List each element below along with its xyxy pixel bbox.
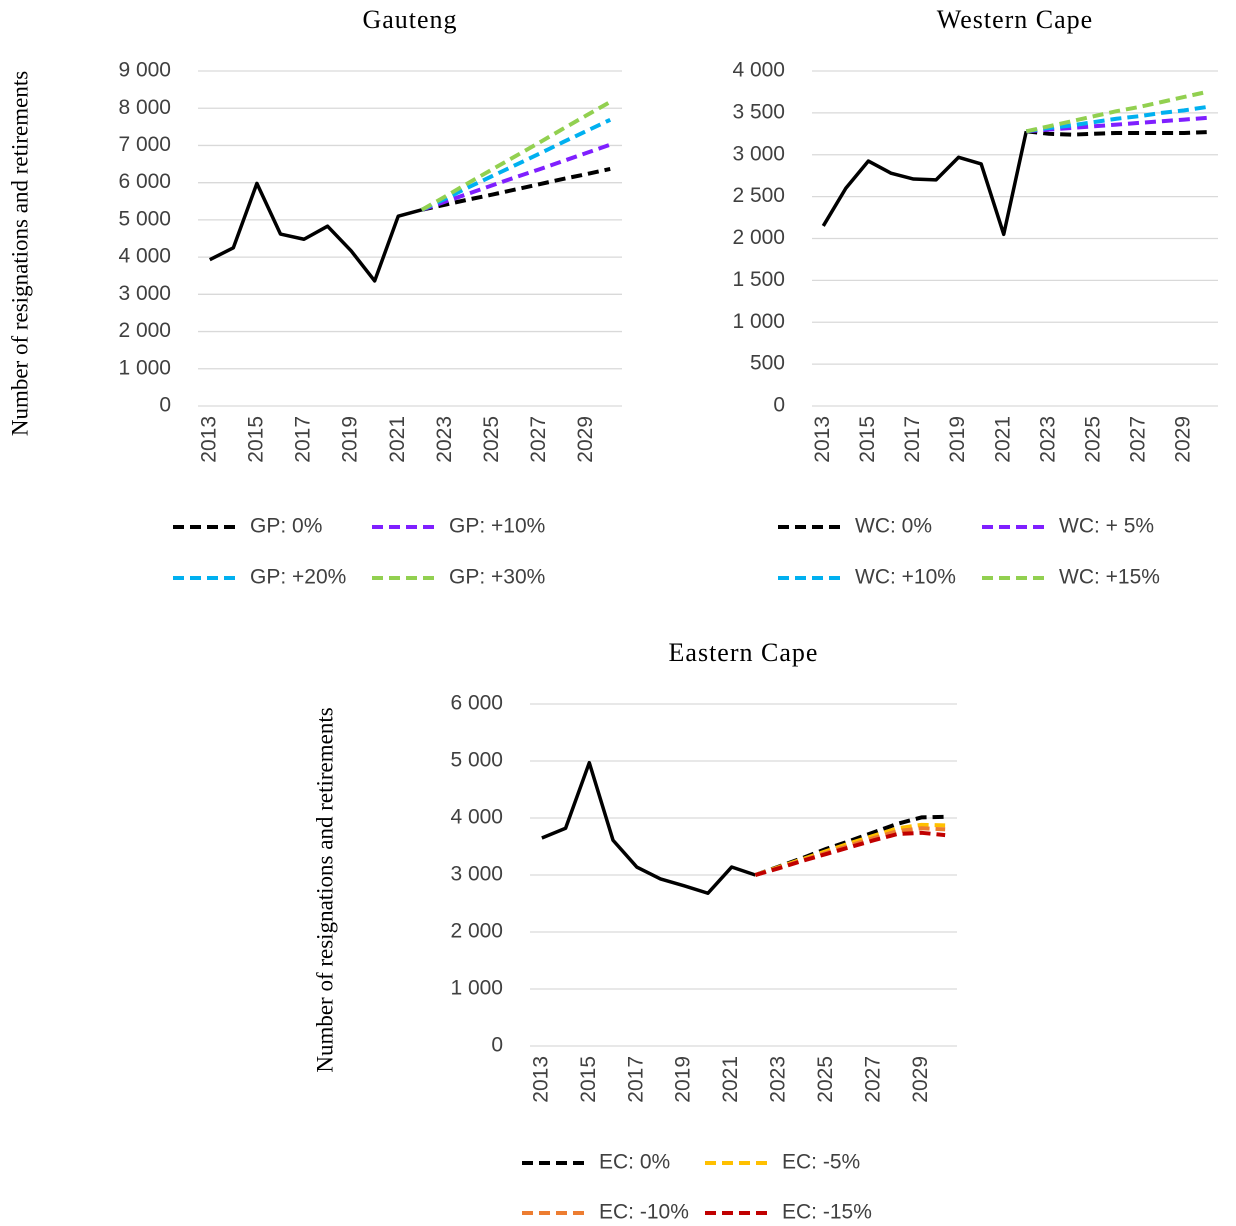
projection-line (754, 826, 946, 877)
y-tick-label: 4 000 (732, 59, 785, 82)
projection-line (754, 814, 946, 877)
x-tick-label: 2029 (574, 416, 597, 463)
x-tick-label: 2015 (577, 1056, 600, 1103)
legend-label: GP: 0% (250, 515, 322, 538)
x-tick-label: 2025 (480, 416, 503, 463)
x-tick-label: 2027 (1127, 416, 1150, 463)
projection-line (1025, 89, 1208, 134)
projection-line (420, 117, 612, 212)
projection-line (420, 100, 612, 212)
x-tick-label: 2021 (386, 416, 409, 463)
y-tick-label: 3 000 (118, 282, 171, 305)
y-tick-label: 3 000 (450, 863, 503, 886)
y-tick-label: 5 000 (118, 207, 171, 230)
projection-line (1026, 115, 1207, 134)
y-tick-label: 5 000 (450, 749, 503, 772)
projection-line (421, 166, 611, 212)
y-tick-label: 1 000 (732, 310, 785, 333)
legend-label: WC: + 5% (1059, 515, 1154, 538)
x-tick-label: 2013 (529, 1056, 552, 1103)
legend-label: GP: +10% (449, 515, 545, 538)
x-tick-label: 2015 (244, 416, 267, 463)
x-tick-label: 2017 (901, 416, 924, 463)
x-tick-label: 2015 (856, 416, 879, 463)
x-tick-label: 2023 (433, 416, 456, 463)
projection-line (1026, 129, 1207, 137)
x-tick-label: 2023 (1036, 416, 1059, 463)
x-tick-label: 2019 (946, 416, 969, 463)
y-tick-label: 3 000 (732, 142, 785, 165)
y-tick-label: 9 000 (118, 59, 171, 82)
x-tick-label: 2025 (1081, 416, 1104, 463)
x-tick-label: 2029 (1172, 416, 1195, 463)
legend-label: WC: +10% (855, 566, 956, 589)
y-tick-label: 1 500 (732, 268, 785, 291)
legend-label: GP: +20% (250, 566, 346, 589)
legend-label: EC: -15% (782, 1201, 872, 1224)
x-tick-label: 2017 (292, 416, 315, 463)
chart-title: Gauteng (362, 5, 457, 34)
x-tick-label: 2019 (672, 1056, 695, 1103)
legend-label: WC: 0% (855, 515, 932, 538)
x-tick-label: 2027 (527, 416, 550, 463)
y-tick-label: 6 000 (118, 170, 171, 193)
legend-label: EC: -10% (599, 1201, 689, 1224)
x-tick-label: 2017 (624, 1056, 647, 1103)
y-tick-label: 7 000 (118, 133, 171, 156)
x-tick-label: 2027 (862, 1056, 885, 1103)
legend-label: EC: -5% (782, 1151, 860, 1174)
history-line (821, 130, 1028, 237)
y-axis-label: Number of resignations and retirements (7, 71, 32, 436)
x-tick-label: 2021 (991, 416, 1014, 463)
y-tick-label: 6 000 (450, 692, 503, 715)
y-tick-label: 0 (773, 394, 785, 417)
legend-label: WC: +15% (1059, 566, 1160, 589)
chart-title: Eastern Cape (669, 638, 819, 667)
x-tick-label: 2023 (767, 1056, 790, 1103)
projection-line (754, 830, 946, 877)
y-tick-label: 1 000 (118, 356, 171, 379)
y-tick-label: 1 000 (450, 977, 503, 1000)
x-tick-label: 2021 (719, 1056, 742, 1103)
y-tick-label: 500 (750, 352, 785, 375)
y-tick-label: 4 000 (118, 245, 171, 268)
x-tick-label: 2019 (339, 416, 362, 463)
y-tick-label: 8 000 (118, 96, 171, 119)
y-tick-label: 2 000 (732, 226, 785, 249)
legend-label: EC: 0% (599, 1151, 670, 1174)
y-tick-label: 0 (491, 1034, 503, 1057)
y-tick-label: 2 000 (450, 920, 503, 943)
y-tick-label: 0 (159, 394, 171, 417)
projection-line (754, 822, 946, 877)
x-tick-label: 2013 (811, 416, 834, 463)
x-tick-label: 2025 (814, 1056, 837, 1103)
chart-title: Western Cape (937, 5, 1093, 34)
y-tick-label: 3 500 (732, 100, 785, 123)
history-line (208, 181, 423, 283)
x-tick-label: 2029 (909, 1056, 932, 1103)
y-tick-label: 4 000 (450, 806, 503, 829)
history-line (541, 760, 756, 895)
y-tick-label: 2 000 (118, 319, 171, 342)
y-tick-label: 2 500 (732, 184, 785, 207)
y-axis-label: Number of resignations and retirements (312, 707, 337, 1072)
projection-line (1025, 105, 1208, 134)
legend-label: GP: +30% (449, 566, 545, 589)
x-tick-label: 2013 (197, 416, 220, 463)
